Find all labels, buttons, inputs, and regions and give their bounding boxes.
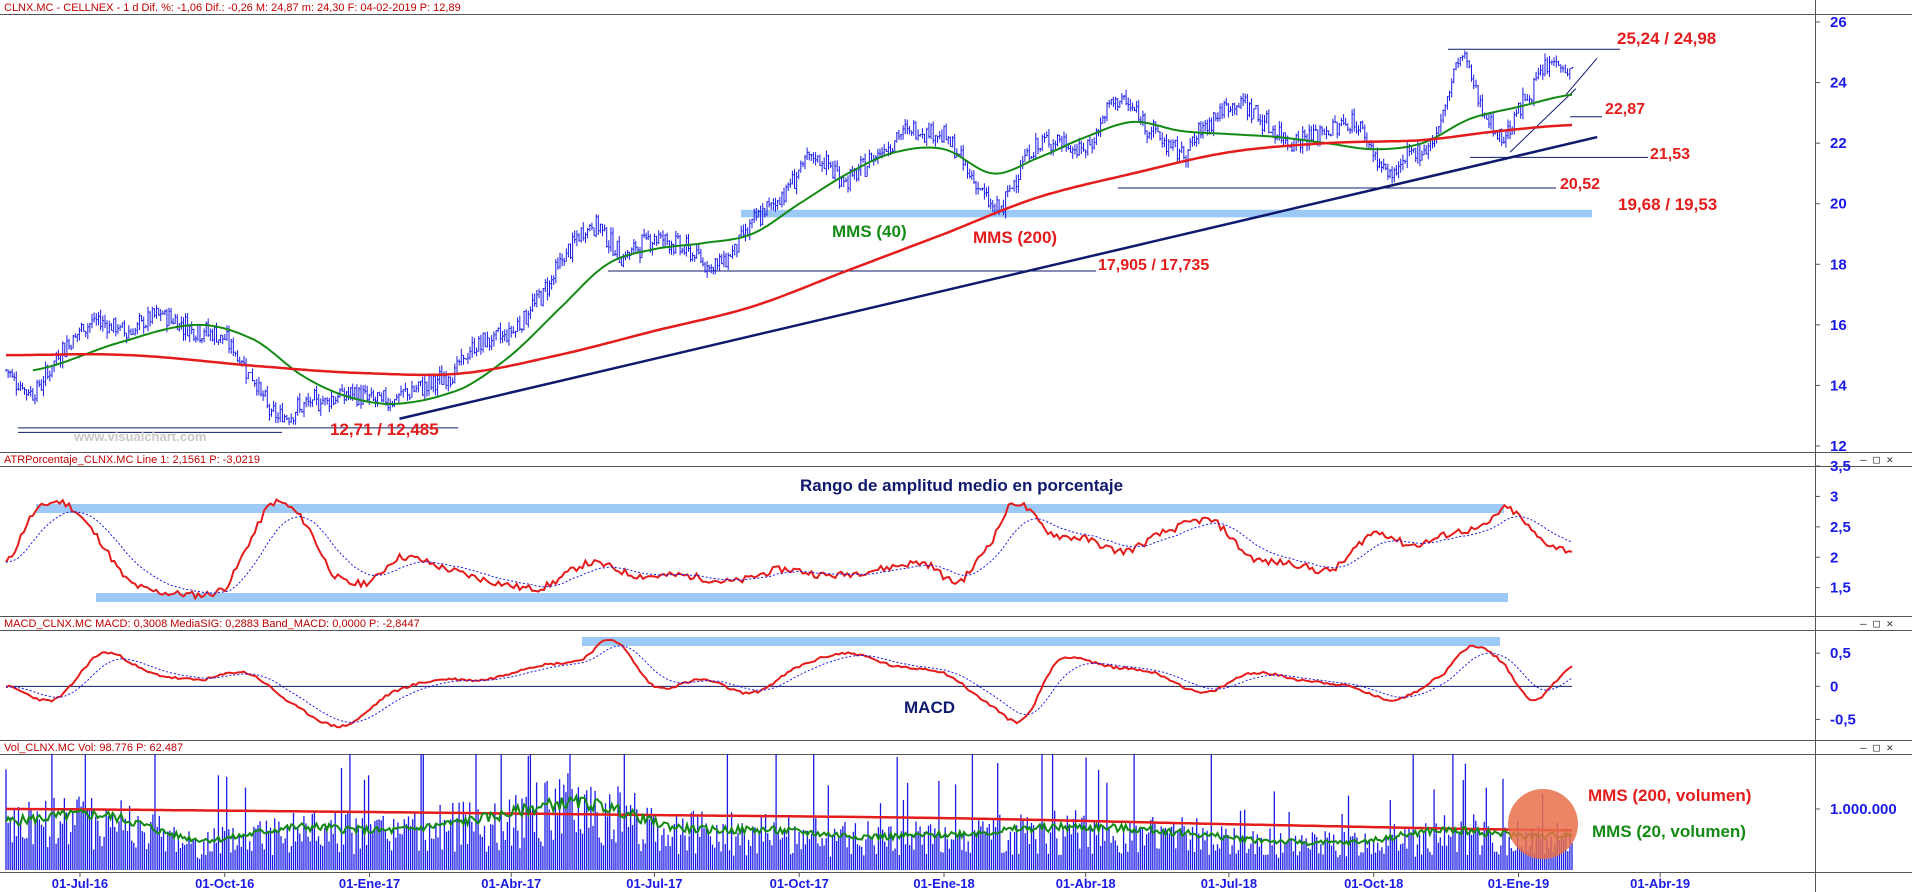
y-tick-label: 22 [1830, 135, 1847, 152]
x-tick-label: 01-Ene-19 [1488, 876, 1549, 891]
macd-panel-header: MACD_CLNX.MC MACD: 0,3008 MediaSIG: 0,28… [4, 618, 420, 630]
label-mms200: MMS (200) [973, 228, 1057, 247]
x-tick-label: 01-Abr-17 [481, 876, 541, 891]
label-mms40: MMS (40) [832, 222, 907, 241]
y-tick-label: 2 [1830, 549, 1838, 566]
vol-mms20-line [5, 792, 1573, 847]
x-tick-label: 01-Oct-16 [195, 876, 254, 891]
trend-line [399, 135, 1598, 420]
x-tick-label: 01-Ene-17 [339, 876, 400, 891]
y-tick-label: 3 [1830, 488, 1838, 505]
x-tick-label: 01-Ene-18 [913, 876, 974, 891]
y-tick-label: -0,5 [1830, 711, 1856, 728]
annotation-21-53: 21,53 [1650, 146, 1690, 163]
macd-signal-line [5, 645, 1573, 723]
vol-panel-header: Vol_CLNX.MC Vol: 98.776 P: 62.487 [4, 742, 183, 754]
atr-signal-line [5, 511, 1573, 594]
y-tick-label: 12 [1830, 438, 1847, 455]
annotation-zone-19: 19,68 / 19,53 [1618, 195, 1717, 214]
macd-panel-title: MACD [904, 698, 955, 717]
x-tick-label: 01-Abr-19 [1630, 876, 1690, 891]
x-tick-label: 01-Jul-16 [52, 876, 108, 891]
mms200-line [6, 123, 1573, 377]
y-tick-label: 24 [1830, 75, 1847, 92]
y-tick-label: 1.000.000 [1830, 801, 1897, 818]
vol-window-controls[interactable]: — □ ✕ [1860, 741, 1893, 754]
annotation-22-87: 22,87 [1605, 101, 1645, 118]
x-axis-ticks: 01-Jul-16 01-Oct-16 01-Ene-17 01-Abr-17 01-J… [52, 872, 1690, 891]
level-lines [18, 48, 1648, 433]
watermark: www.visualchart.com [73, 429, 206, 444]
x-tick-label: 01-Jul-17 [626, 876, 682, 891]
y-tick-label: 0,5 [1830, 645, 1851, 662]
vol-mms200-line [5, 807, 1572, 832]
atr-line [5, 498, 1573, 601]
atr-panel-header: ATRPorcentaje_CLNX.MC Line 1: 2,1561 P: … [4, 454, 260, 466]
y-axis-ticks: 12 14 16 18 20 22 24 26 1,5 2 2,5 3 3,5 -0,5 0 0,5 1.000… [1815, 14, 1897, 818]
triangle-upper-line [1565, 58, 1598, 96]
annotation-support-12: 12,71 / 12,485 [330, 420, 439, 439]
chart-series [5, 50, 1598, 847]
annotation-resistance-top: 25,24 / 24,98 [1617, 29, 1716, 48]
atr-upper-band [36, 504, 1504, 513]
y-tick-label: 20 [1830, 196, 1847, 213]
atr-lower-band [96, 593, 1508, 602]
mms40-line [32, 93, 1573, 406]
x-tick-label: 01-Oct-18 [1344, 876, 1403, 891]
atr-panel-title: Rango de amplitud medio en porcentaje [800, 476, 1123, 495]
highlight-bands [36, 209, 1592, 646]
annotation-support-17: 17,905 / 17,735 [1098, 257, 1209, 274]
y-tick-label: 18 [1830, 256, 1847, 273]
macd-upper-band [582, 637, 1500, 646]
macd-line [5, 638, 1573, 729]
label-vol-mms20: MMS (20, volumen) [1592, 822, 1746, 841]
x-tick-label: 01-Jul-18 [1201, 876, 1257, 891]
support-zone-band [740, 209, 1592, 218]
x-tick-label: 01-Abr-18 [1056, 876, 1116, 891]
macd-window-controls[interactable]: — □ ✕ [1860, 617, 1893, 630]
y-tick-label: 2,5 [1830, 519, 1851, 536]
annotation-20-52: 20,52 [1560, 176, 1600, 193]
y-tick-label: 1,5 [1830, 580, 1851, 597]
y-tick-label: 16 [1830, 317, 1847, 334]
x-tick-label: 01-Oct-17 [770, 876, 829, 891]
label-vol-mms200: MMS (200, volumen) [1588, 786, 1751, 805]
triangle-lower-line [1509, 88, 1577, 153]
atr-window-controls[interactable]: — □ ✕ [1860, 453, 1893, 466]
y-tick-label: 26 [1830, 14, 1847, 31]
y-tick-label: 14 [1830, 377, 1847, 394]
volume-highlight-circle [1508, 789, 1578, 859]
y-tick-label: 0 [1830, 678, 1838, 695]
y-tick-label: 3,5 [1830, 458, 1851, 475]
main-panel-header: CLNX.MC - CELLNEX - 1 d Dif. %: -1,06 Di… [4, 2, 461, 14]
